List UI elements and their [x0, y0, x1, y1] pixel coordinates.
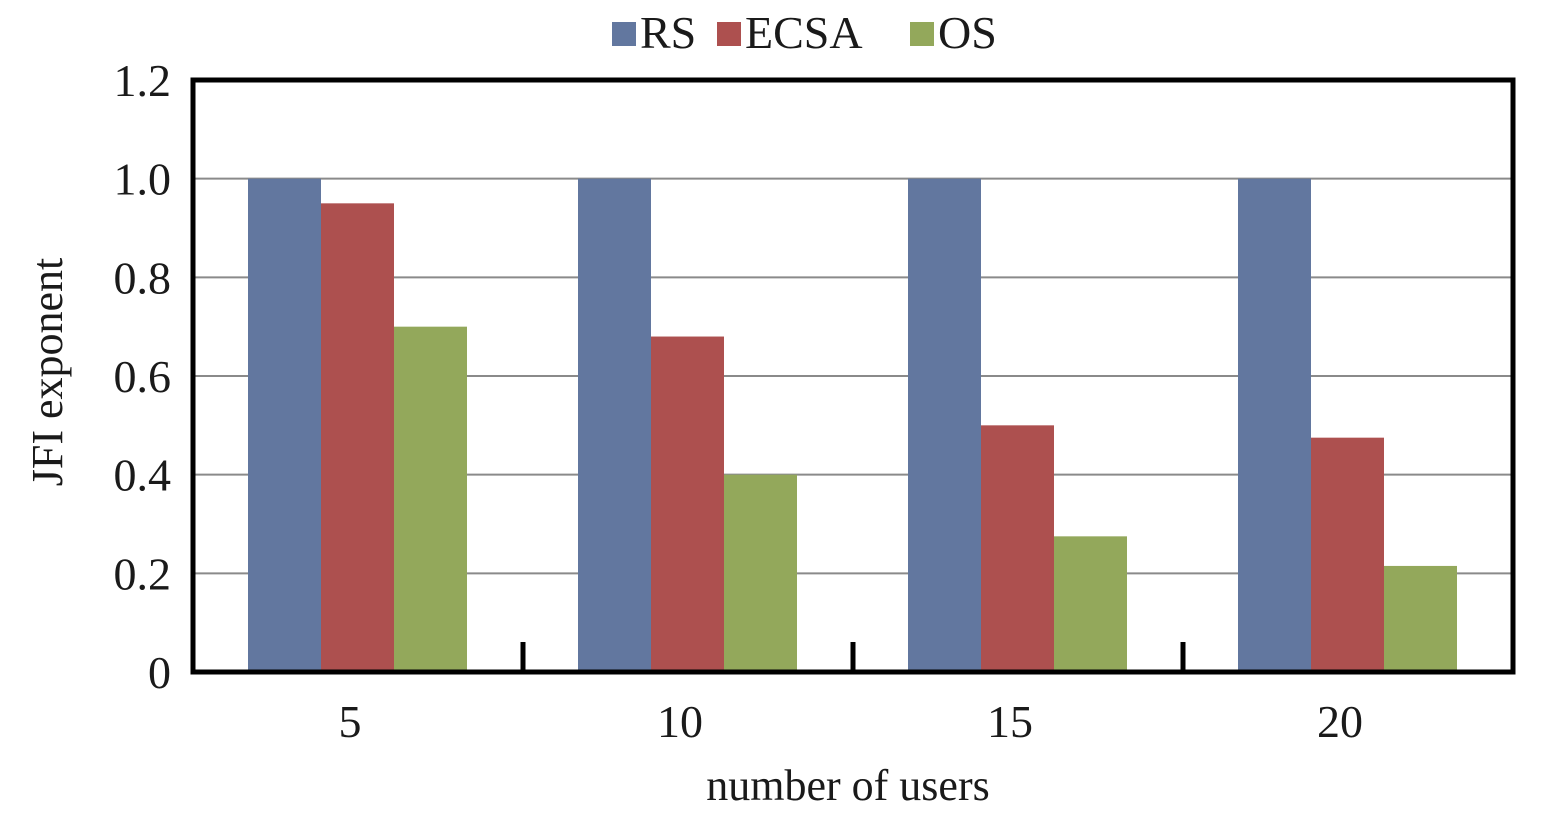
legend-label: OS — [938, 7, 997, 58]
y-tick-label: 1.2 — [114, 55, 172, 106]
plot-frame — [190, 77, 1516, 675]
bar-ecsa-10 — [651, 336, 724, 672]
y-tick-label: 0.4 — [114, 450, 172, 501]
y-tick-label: 0 — [148, 647, 171, 698]
legend-label: ECSA — [745, 7, 863, 58]
axes — [190, 77, 1516, 675]
legend-item-rs: RS — [612, 7, 696, 58]
y-axis-label: JFI exponent — [23, 258, 72, 487]
legend-swatch — [612, 22, 636, 46]
bar-os-20 — [1384, 565, 1457, 672]
bar-os-10 — [724, 474, 797, 672]
y-tick-label: 1.0 — [114, 154, 172, 205]
x-tick-label: 20 — [1317, 696, 1363, 747]
bar-rs-15 — [908, 178, 981, 672]
bar-rs-20 — [1238, 178, 1311, 672]
bars — [248, 178, 1457, 673]
bar-ecsa-20 — [1311, 437, 1384, 672]
legend-label: RS — [640, 7, 696, 58]
x-axis-label: number of users — [706, 761, 990, 810]
legend-item-os: OS — [910, 7, 997, 58]
x-tick-label: 10 — [657, 696, 703, 747]
legend-item-ecsa: ECSA — [717, 7, 863, 58]
legend-swatch — [717, 22, 741, 46]
bar-ecsa-15 — [981, 425, 1054, 672]
legend: RS ECSA OS — [612, 7, 997, 58]
x-tick-label: 5 — [339, 696, 362, 747]
bar-rs-5 — [248, 178, 321, 672]
y-tick-label: 0.6 — [114, 351, 172, 402]
x-tick-label: 15 — [987, 696, 1033, 747]
y-tick-label: 0.8 — [114, 252, 172, 303]
y-tick-labels: 0 0.2 0.4 0.6 0.8 1.0 1.2 — [114, 55, 172, 698]
bar-ecsa-5 — [321, 203, 394, 673]
legend-swatch — [910, 22, 934, 46]
bar-rs-10 — [578, 178, 651, 672]
bar-os-15 — [1054, 536, 1127, 672]
x-tick-labels: 5 10 15 20 — [339, 696, 1364, 747]
y-tick-label: 0.2 — [114, 548, 172, 599]
bar-os-5 — [394, 326, 467, 672]
